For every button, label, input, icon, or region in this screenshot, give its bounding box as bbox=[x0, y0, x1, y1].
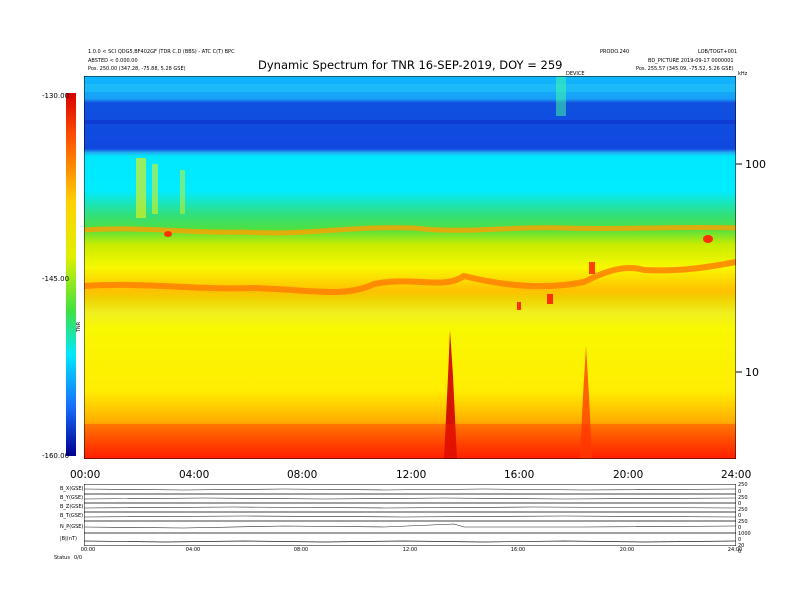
time-tick-label: 00:00 bbox=[70, 469, 101, 481]
spectrogram-feature bbox=[547, 294, 553, 304]
time-tick-label: 24:00 bbox=[721, 469, 752, 481]
panel-label: B_Y(GSE) bbox=[60, 495, 84, 501]
panel-label: B_T(GSE) bbox=[60, 513, 84, 519]
spectrogram-feature bbox=[136, 158, 146, 218]
panel-right-tick: 0 bbox=[738, 489, 742, 495]
header-info-left-3: Pos. 250.00 (347.28, -75.88, 5.28 GSE) bbox=[88, 66, 186, 72]
panel-right-tick: 0 bbox=[738, 537, 742, 543]
panel-label: N_P(GSE) bbox=[60, 524, 84, 530]
event-marker-label: DEVICE bbox=[566, 71, 585, 77]
panel-time-tick: 24:00 bbox=[727, 547, 743, 553]
header-info-left-1: 1.0.0 < SCI QDG5.BF402GF (TDR C.D (BBS) … bbox=[88, 49, 235, 55]
panel-label: B_Z(GSE) bbox=[60, 504, 84, 510]
panel-trace bbox=[84, 523, 736, 529]
panel-right-tick: 250 bbox=[738, 519, 748, 525]
status-label: Status bbox=[54, 555, 70, 561]
burst-feature bbox=[580, 346, 592, 459]
colorbar-tick: -160.00 bbox=[42, 452, 70, 460]
time-tick-label: 04:00 bbox=[179, 469, 210, 481]
colorbar-label: TNR bbox=[76, 321, 83, 333]
status-value: 0/0 bbox=[74, 555, 83, 561]
panel-trace bbox=[84, 540, 736, 543]
panel-trace bbox=[84, 515, 736, 518]
panel-time-tick: 00:00 bbox=[80, 547, 96, 553]
panel-right-tick: 20 bbox=[738, 543, 745, 549]
panel-frame bbox=[84, 484, 736, 546]
time-tick-label: 12:00 bbox=[396, 469, 427, 481]
spectrogram-feature bbox=[517, 302, 521, 310]
spectrogram-feature bbox=[152, 164, 158, 214]
panel-label: B_X(GSE) bbox=[60, 486, 84, 492]
spectrogram-band bbox=[84, 120, 736, 124]
panel-right-tick: 0 bbox=[738, 549, 742, 555]
panel-time-tick: 16:00 bbox=[510, 547, 526, 553]
panel-time-tick: 04:00 bbox=[185, 547, 201, 553]
burst-feature bbox=[444, 330, 457, 459]
spectrogram-feature bbox=[180, 170, 185, 214]
panel-right-tick: 250 bbox=[738, 507, 748, 513]
header-info-right-1: PRODO.240 bbox=[600, 49, 630, 55]
spectrogram-feature bbox=[556, 76, 566, 116]
time-tick-label: 20:00 bbox=[613, 469, 644, 481]
frequency-tick-label: 100 bbox=[745, 158, 766, 171]
time-tick-label: 08:00 bbox=[287, 469, 318, 481]
header-info-right-4: Pos. 255.57 (345.09, -75.52, 5.26 GSE) bbox=[636, 66, 734, 72]
panel-right-tick: 1000 bbox=[738, 531, 751, 537]
spectrogram-feature bbox=[164, 231, 172, 237]
frequency-tick-label: 10 bbox=[745, 366, 759, 379]
panel-right-tick: 0 bbox=[738, 513, 742, 519]
colorbar-gradient bbox=[66, 93, 76, 456]
colorbar bbox=[66, 93, 76, 456]
header-info-right-2: LOB/TOGT+001 bbox=[698, 49, 738, 55]
panel-time-tick: 12:00 bbox=[402, 547, 418, 553]
spectrogram-band bbox=[84, 424, 736, 459]
panel-trace bbox=[84, 497, 736, 500]
colorbar-tick: -145.00 bbox=[42, 275, 70, 283]
panel-time-tick: 08:00 bbox=[293, 547, 309, 553]
chart-title: Dynamic Spectrum for TNR 16-SEP-2019, DO… bbox=[258, 58, 563, 72]
panel-label: |B|(nT) bbox=[60, 536, 77, 542]
panel-trace bbox=[84, 506, 736, 509]
header-info-right-3: BD_PICTURE 2019-09-17 0000001 bbox=[648, 58, 734, 64]
header-info-left-2: ABSTED < 0.000.00 bbox=[88, 58, 138, 64]
spectrogram-feature bbox=[703, 235, 713, 243]
panel-right-tick: 250 bbox=[738, 495, 748, 501]
spectrogram bbox=[84, 76, 736, 459]
panel-right-tick: 0 bbox=[738, 501, 742, 507]
colorbar-tick: -130.00 bbox=[42, 92, 70, 100]
panel-right-tick: 250 bbox=[738, 482, 748, 488]
panel-right-tick: 0 bbox=[738, 525, 742, 531]
spectrogram-feature bbox=[589, 262, 595, 274]
frequency-unit-label: kHz bbox=[738, 71, 748, 77]
frequency-axis bbox=[736, 163, 742, 373]
panel-time-tick: 20:00 bbox=[619, 547, 635, 553]
emission-band-upper bbox=[84, 224, 736, 236]
parameter-panels bbox=[84, 484, 736, 546]
spectrogram-band bbox=[84, 84, 736, 92]
panel-trace bbox=[84, 488, 736, 491]
time-tick-label: 16:00 bbox=[504, 469, 535, 481]
emission-band-lower bbox=[84, 259, 736, 296]
